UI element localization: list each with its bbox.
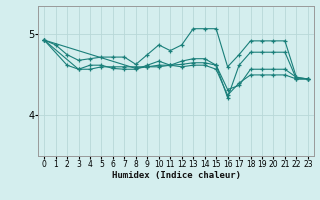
X-axis label: Humidex (Indice chaleur): Humidex (Indice chaleur) xyxy=(111,171,241,180)
